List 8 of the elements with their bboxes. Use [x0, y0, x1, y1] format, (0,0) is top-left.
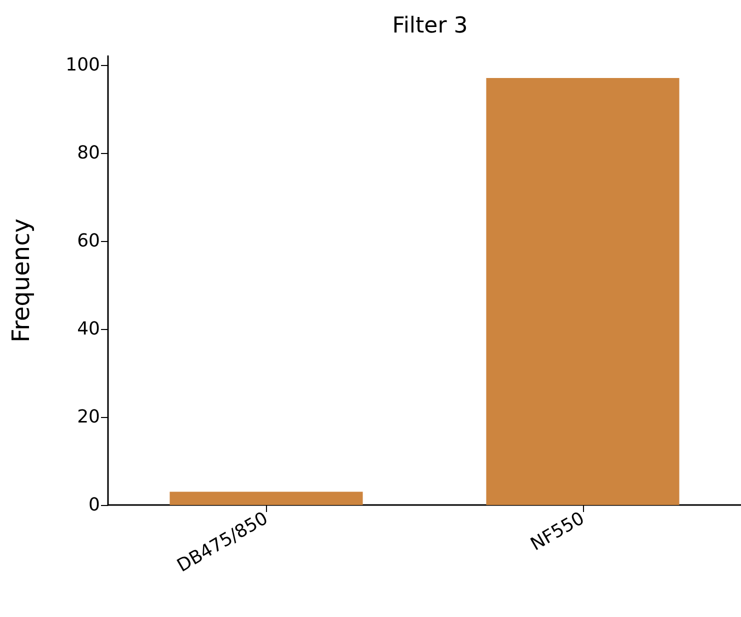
y-tick-label: 100: [66, 54, 100, 76]
chart-title: Filter 3: [392, 14, 468, 38]
y-tick-label: 0: [88, 494, 100, 516]
y-axis-title: Frequency: [7, 218, 35, 342]
y-tick-label: 80: [77, 142, 100, 164]
y-tick-label: 60: [77, 230, 100, 252]
y-tick-label: 40: [77, 318, 100, 340]
y-tick-label: 20: [77, 406, 100, 428]
